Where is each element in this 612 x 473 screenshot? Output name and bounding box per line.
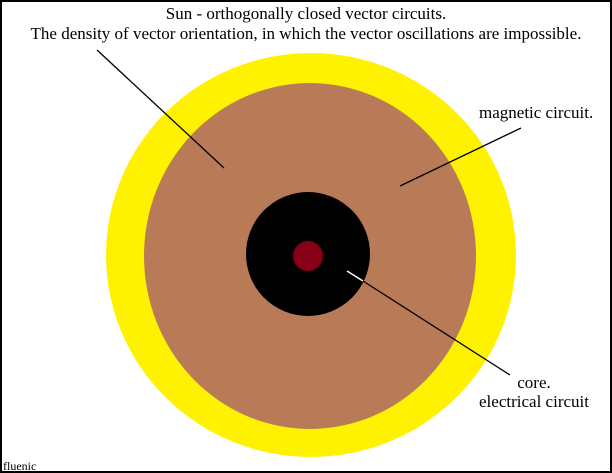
title-line-1: Sun - orthogonally closed vector circuit… xyxy=(165,4,447,23)
title-line-2: The density of vector orientation, in wh… xyxy=(30,24,582,43)
electrical-circuit-label: electrical circuit xyxy=(479,392,589,411)
core-disc xyxy=(293,241,323,271)
magnetic-pointer-line xyxy=(399,127,522,187)
diagram-title: Sun - orthogonally closed vector circuit… xyxy=(0,4,612,44)
core-label-block: core. electrical circuit xyxy=(459,373,609,411)
density-pointer-line xyxy=(96,49,225,169)
watermark-text: fluenic xyxy=(3,459,37,473)
core-label: core. xyxy=(517,373,551,392)
core-pointer-line-white-segment xyxy=(346,270,364,282)
core-pointer-line xyxy=(362,280,511,376)
magnetic-circuit-label: magnetic circuit. xyxy=(479,103,594,122)
